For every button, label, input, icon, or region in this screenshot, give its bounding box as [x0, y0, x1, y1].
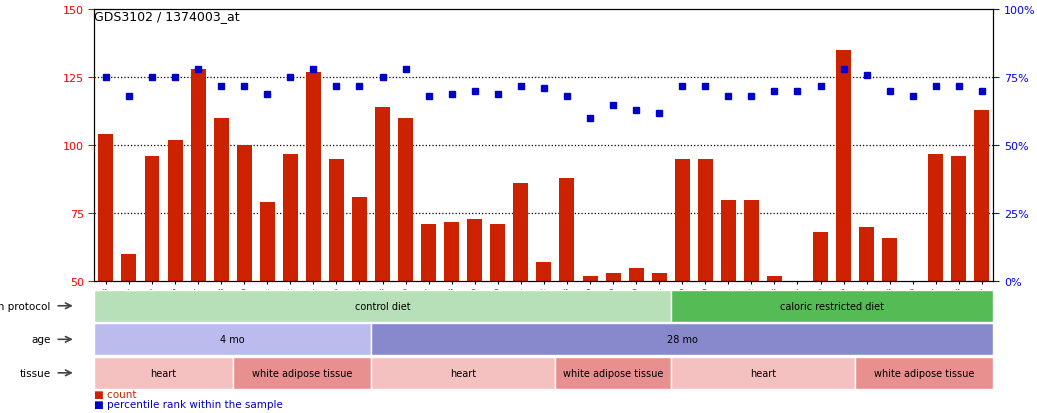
- Bar: [560, 178, 574, 413]
- Text: GDS3102 / 1374003_at: GDS3102 / 1374003_at: [94, 10, 240, 23]
- Bar: [491, 225, 505, 413]
- Bar: [860, 228, 874, 413]
- Bar: [371, 323, 993, 356]
- Bar: [628, 268, 644, 413]
- Bar: [556, 357, 671, 389]
- Bar: [671, 290, 993, 322]
- Bar: [606, 273, 620, 413]
- Bar: [260, 203, 275, 413]
- Bar: [651, 273, 667, 413]
- Text: ■ percentile rank within the sample: ■ percentile rank within the sample: [94, 399, 283, 409]
- Bar: [813, 233, 828, 413]
- Bar: [421, 225, 437, 413]
- Bar: [168, 140, 183, 413]
- Bar: [329, 159, 344, 413]
- Bar: [283, 154, 298, 413]
- Bar: [375, 108, 390, 413]
- Text: age: age: [31, 335, 51, 344]
- Text: 4 mo: 4 mo: [221, 335, 245, 344]
- Bar: [882, 238, 897, 413]
- Bar: [94, 290, 671, 322]
- Bar: [398, 119, 413, 413]
- Bar: [536, 263, 552, 413]
- Bar: [675, 159, 690, 413]
- Bar: [121, 254, 137, 413]
- Bar: [371, 357, 556, 389]
- Text: white adipose tissue: white adipose tissue: [563, 368, 664, 378]
- Text: ■ count: ■ count: [94, 389, 137, 399]
- Text: growth protocol: growth protocol: [0, 301, 51, 311]
- Bar: [468, 219, 482, 413]
- Bar: [513, 184, 528, 413]
- Bar: [744, 200, 759, 413]
- Bar: [951, 157, 966, 413]
- Text: white adipose tissue: white adipose tissue: [252, 368, 352, 378]
- Bar: [698, 159, 712, 413]
- Bar: [236, 146, 252, 413]
- Bar: [191, 70, 205, 413]
- Text: caloric restricted diet: caloric restricted diet: [780, 301, 885, 311]
- Bar: [767, 276, 782, 413]
- Bar: [721, 200, 736, 413]
- Bar: [232, 357, 371, 389]
- Bar: [856, 357, 993, 389]
- Bar: [444, 222, 459, 413]
- Text: heart: heart: [450, 368, 476, 378]
- Bar: [306, 73, 320, 413]
- Bar: [352, 197, 367, 413]
- Bar: [144, 157, 160, 413]
- Bar: [99, 135, 113, 413]
- Bar: [671, 357, 856, 389]
- Bar: [905, 282, 920, 413]
- Bar: [975, 111, 989, 413]
- Text: tissue: tissue: [20, 368, 51, 378]
- Text: white adipose tissue: white adipose tissue: [874, 368, 975, 378]
- Bar: [928, 154, 944, 413]
- Bar: [583, 276, 597, 413]
- Bar: [94, 357, 232, 389]
- Bar: [790, 282, 805, 413]
- Text: 28 mo: 28 mo: [667, 335, 698, 344]
- Bar: [214, 119, 228, 413]
- Text: heart: heart: [750, 368, 776, 378]
- Text: control diet: control diet: [355, 301, 411, 311]
- Bar: [94, 323, 371, 356]
- Text: heart: heart: [150, 368, 176, 378]
- Bar: [836, 51, 851, 413]
